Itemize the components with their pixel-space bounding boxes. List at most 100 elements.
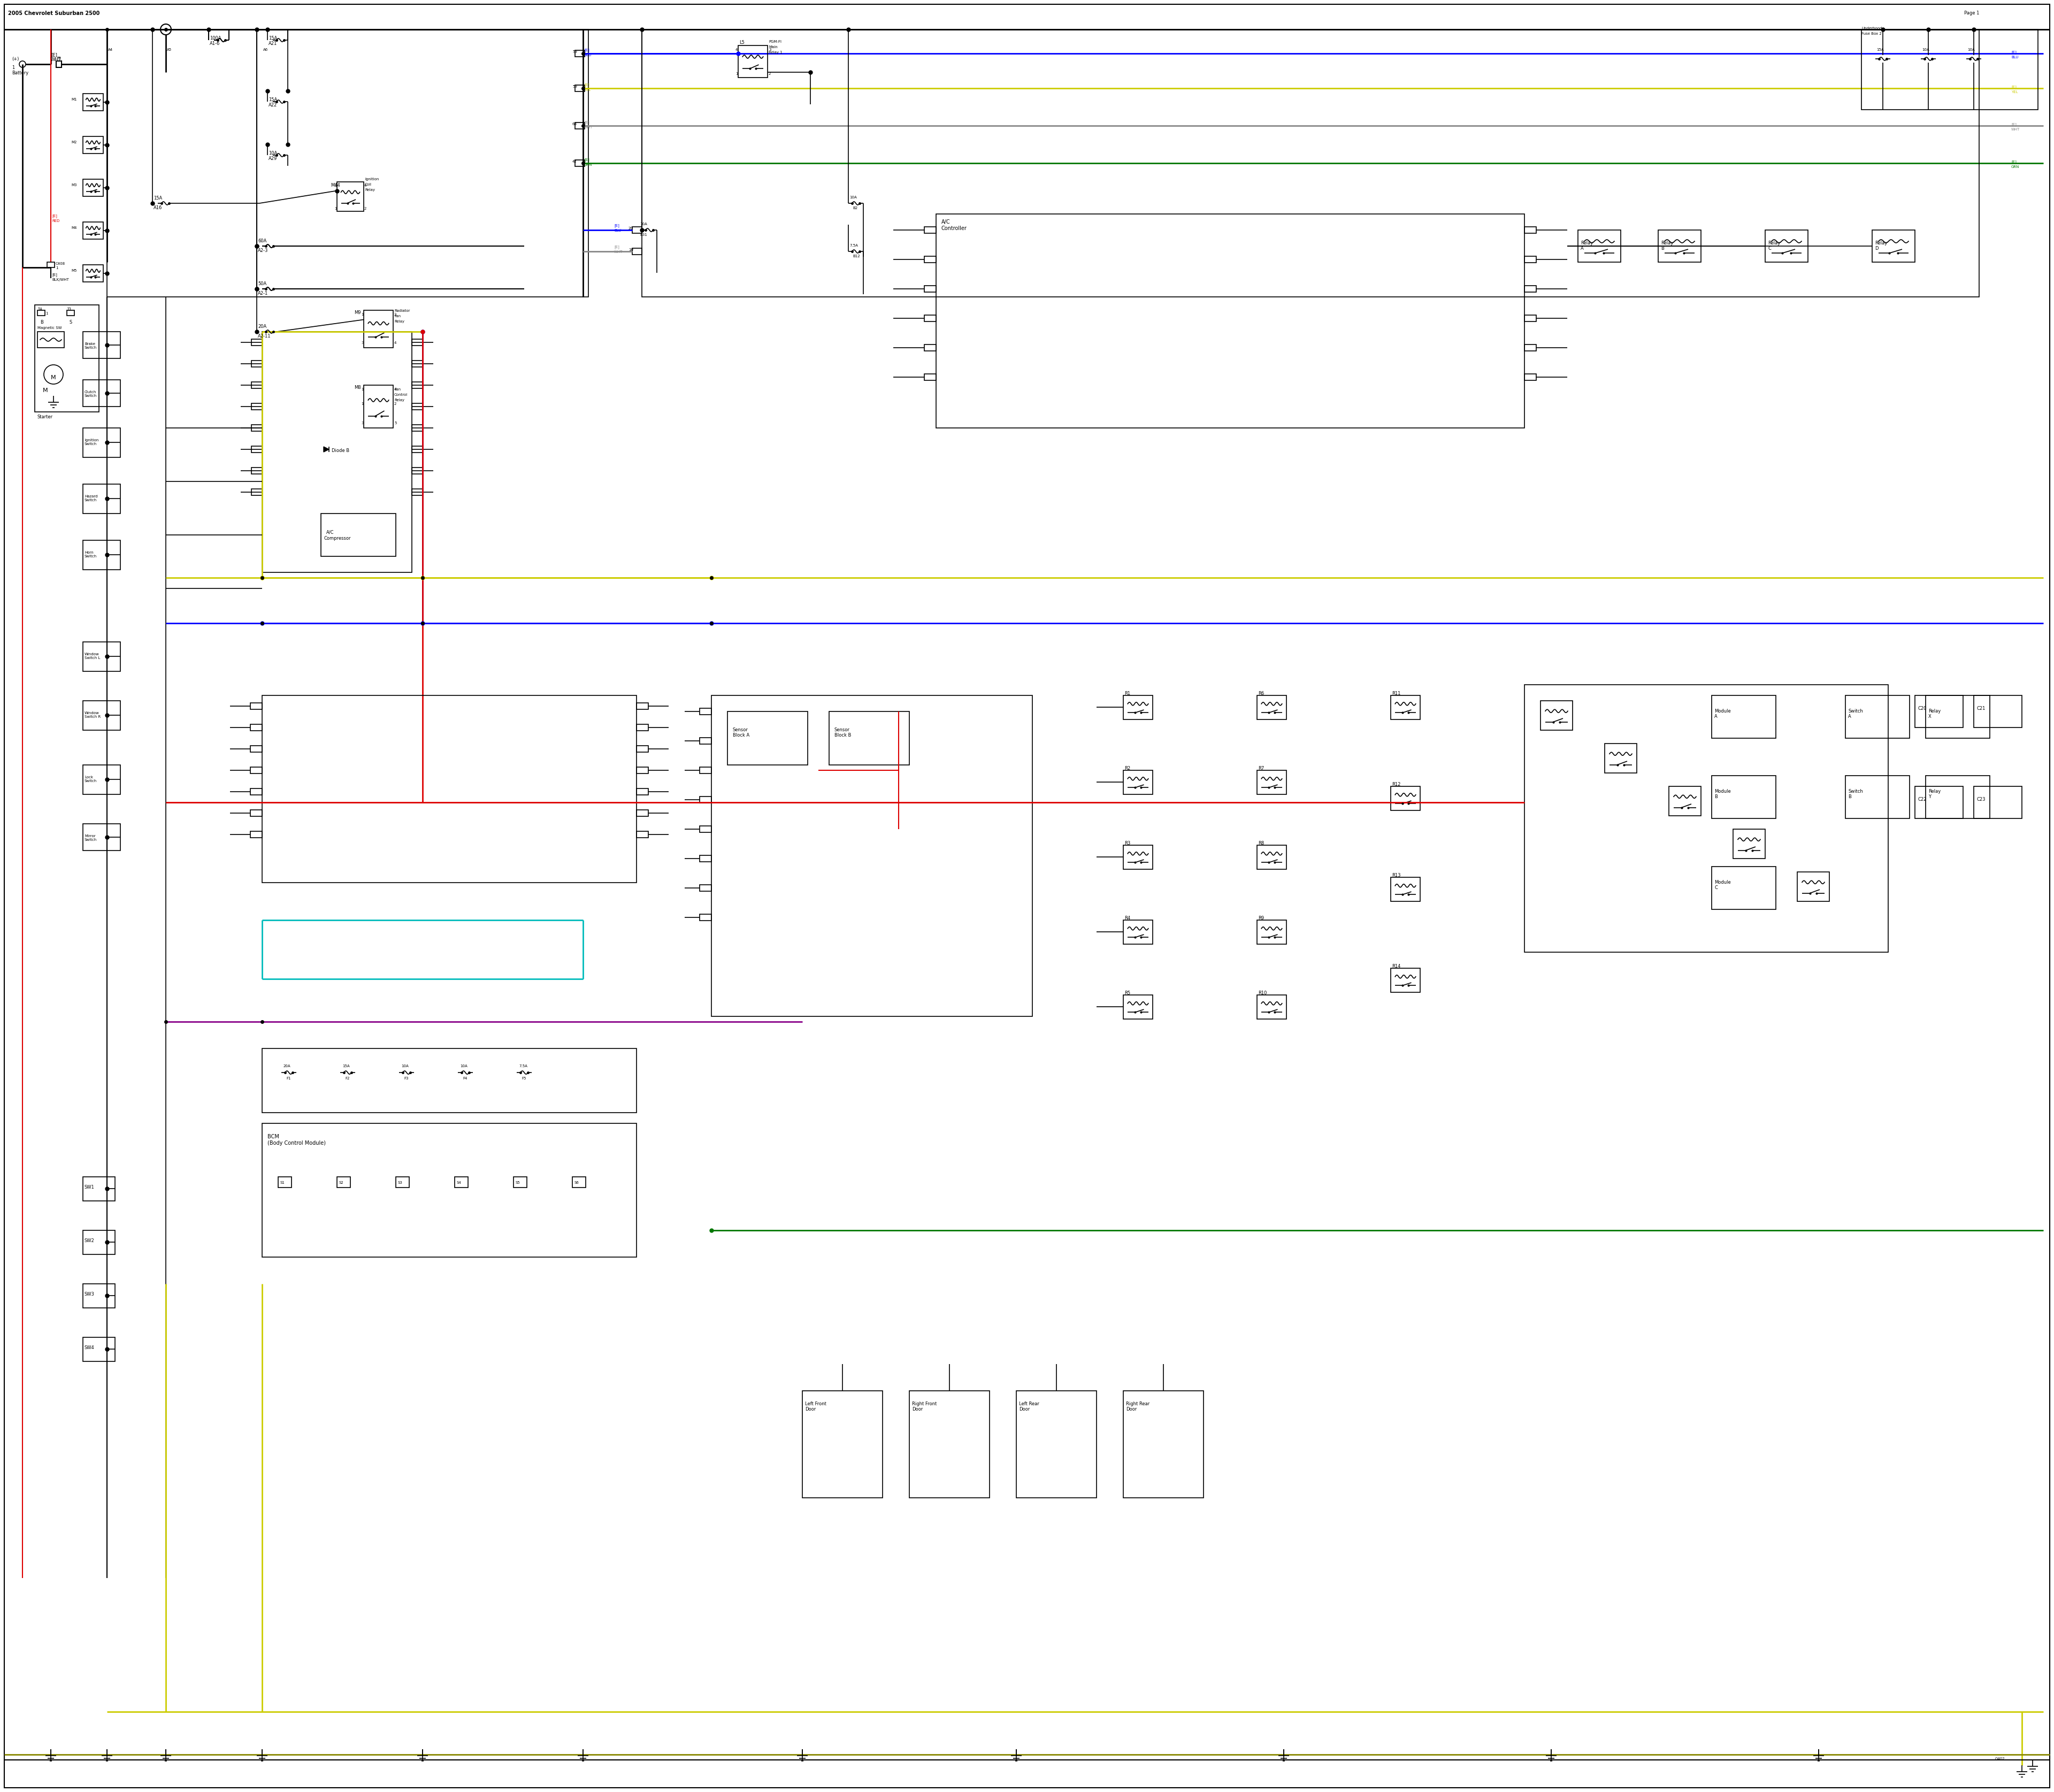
Bar	[82, 222, 103, 238]
Bar	[82, 380, 121, 407]
Bar	[251, 831, 263, 837]
Bar	[1711, 867, 1777, 909]
Bar	[1124, 1391, 1204, 1498]
Text: [E]: [E]	[583, 158, 589, 161]
Text: 1: 1	[335, 208, 337, 210]
Bar	[82, 765, 121, 794]
Bar	[1914, 695, 1964, 728]
Text: R2: R2	[1124, 765, 1130, 771]
Text: C23: C23	[1976, 797, 1986, 801]
Text: 1: 1	[362, 387, 364, 391]
Text: Control: Control	[394, 392, 409, 396]
Text: 2: 2	[394, 314, 396, 315]
Text: [E]: [E]	[614, 246, 620, 249]
Bar	[575, 50, 585, 57]
Text: 50A: 50A	[259, 281, 267, 287]
Bar	[1257, 846, 1286, 869]
Text: Left Front
Door: Left Front Door	[805, 1401, 826, 1412]
Bar	[251, 788, 263, 796]
Bar	[1391, 695, 1419, 719]
Bar	[1257, 771, 1286, 794]
Text: SW4: SW4	[84, 1346, 94, 1349]
Bar	[82, 93, 103, 111]
Text: BCM
(Body Control Module): BCM (Body Control Module)	[267, 1134, 327, 1145]
Text: 100A: 100A	[210, 36, 222, 41]
Text: A29: A29	[269, 156, 277, 161]
Bar	[251, 702, 263, 710]
Text: B31: B31	[639, 233, 647, 237]
Bar	[711, 695, 1033, 1016]
Text: R13: R13	[1393, 873, 1401, 878]
Bar	[251, 767, 263, 774]
Text: A22: A22	[269, 102, 277, 108]
Text: Battery: Battery	[12, 70, 29, 75]
Bar	[251, 489, 263, 495]
Bar	[1871, 229, 1914, 262]
Text: Radiator: Radiator	[394, 310, 411, 312]
Bar	[68, 310, 74, 315]
Bar	[1844, 695, 1910, 738]
Bar	[251, 360, 263, 367]
Text: 20A: 20A	[283, 1064, 292, 1068]
Bar	[320, 514, 396, 556]
Text: BLU: BLU	[2011, 56, 2019, 59]
Bar	[575, 159, 585, 167]
Bar	[55, 61, 62, 68]
Text: M: M	[51, 375, 55, 380]
Bar	[575, 84, 585, 91]
Text: A2-3: A2-3	[259, 249, 269, 253]
Text: R11: R11	[1393, 692, 1401, 695]
Text: Relay: Relay	[394, 321, 405, 323]
Text: 59: 59	[573, 50, 577, 54]
Bar	[700, 767, 711, 774]
Text: 10A: 10A	[269, 151, 277, 156]
Bar	[364, 310, 392, 348]
Text: Underhood: Underhood	[1861, 27, 1881, 30]
Text: A2-1: A2-1	[259, 290, 269, 296]
Bar	[37, 310, 45, 315]
Bar	[1577, 229, 1621, 262]
Bar	[37, 332, 64, 348]
Text: S4: S4	[456, 1181, 460, 1185]
Bar	[1124, 846, 1152, 869]
Bar	[700, 738, 711, 744]
Bar	[396, 1177, 409, 1188]
Text: 68: 68	[573, 122, 577, 125]
Bar	[82, 642, 121, 672]
Bar	[637, 810, 649, 817]
Text: 42: 42	[573, 159, 577, 163]
Text: Page 1: Page 1	[1964, 11, 1980, 16]
Text: T1: T1	[58, 57, 62, 59]
Text: 1: 1	[735, 72, 737, 75]
Text: 3: 3	[335, 185, 337, 186]
Text: R3: R3	[1124, 840, 1130, 846]
Text: Window
Switch R: Window Switch R	[84, 711, 101, 719]
Bar	[1124, 919, 1152, 944]
Text: G402: G402	[1994, 1758, 2005, 1760]
Text: A16: A16	[154, 206, 162, 210]
Text: Switch
B: Switch B	[1849, 788, 1863, 799]
Text: Sensor
Block B: Sensor Block B	[834, 728, 850, 738]
Bar	[1124, 695, 1152, 719]
Text: 7.5A: 7.5A	[850, 244, 859, 247]
Text: Brake
Switch: Brake Switch	[84, 342, 97, 349]
Text: C22: C22	[1918, 797, 1927, 801]
Text: Relay
A: Relay A	[1582, 240, 1594, 251]
Text: Fan: Fan	[394, 387, 401, 391]
Text: WHT: WHT	[51, 57, 62, 63]
Text: 2005 Chevrolet Suburban 2500: 2005 Chevrolet Suburban 2500	[8, 11, 101, 16]
Text: M44: M44	[331, 183, 341, 188]
Bar	[107, 29, 587, 297]
Text: R12: R12	[1393, 781, 1401, 787]
Bar	[937, 213, 1524, 428]
Text: B: B	[41, 321, 43, 324]
Text: Diode B: Diode B	[331, 448, 349, 453]
Text: 10A: 10A	[401, 1064, 409, 1068]
Bar	[924, 256, 937, 263]
Text: C21: C21	[1976, 706, 1986, 711]
Bar	[82, 701, 121, 729]
Text: Fan: Fan	[394, 315, 401, 317]
Bar	[413, 468, 423, 473]
Text: R8: R8	[1257, 840, 1263, 846]
Text: R7: R7	[1257, 765, 1263, 771]
